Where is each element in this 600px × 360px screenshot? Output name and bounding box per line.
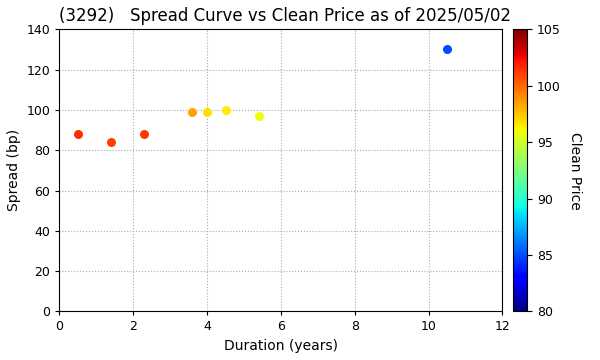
X-axis label: Duration (years): Duration (years) <box>224 339 338 353</box>
Text: (3292)   Spread Curve vs Clean Price as of 2025/05/02: (3292) Spread Curve vs Clean Price as of… <box>59 7 511 25</box>
Y-axis label: Clean Price: Clean Price <box>568 131 581 209</box>
Point <box>442 46 452 52</box>
Y-axis label: Spread (bp): Spread (bp) <box>7 129 21 211</box>
Point <box>106 139 116 145</box>
Point <box>187 109 197 115</box>
Point <box>254 113 263 119</box>
Point <box>221 107 230 113</box>
Point <box>202 109 212 115</box>
Point <box>139 131 149 137</box>
Point <box>73 131 83 137</box>
